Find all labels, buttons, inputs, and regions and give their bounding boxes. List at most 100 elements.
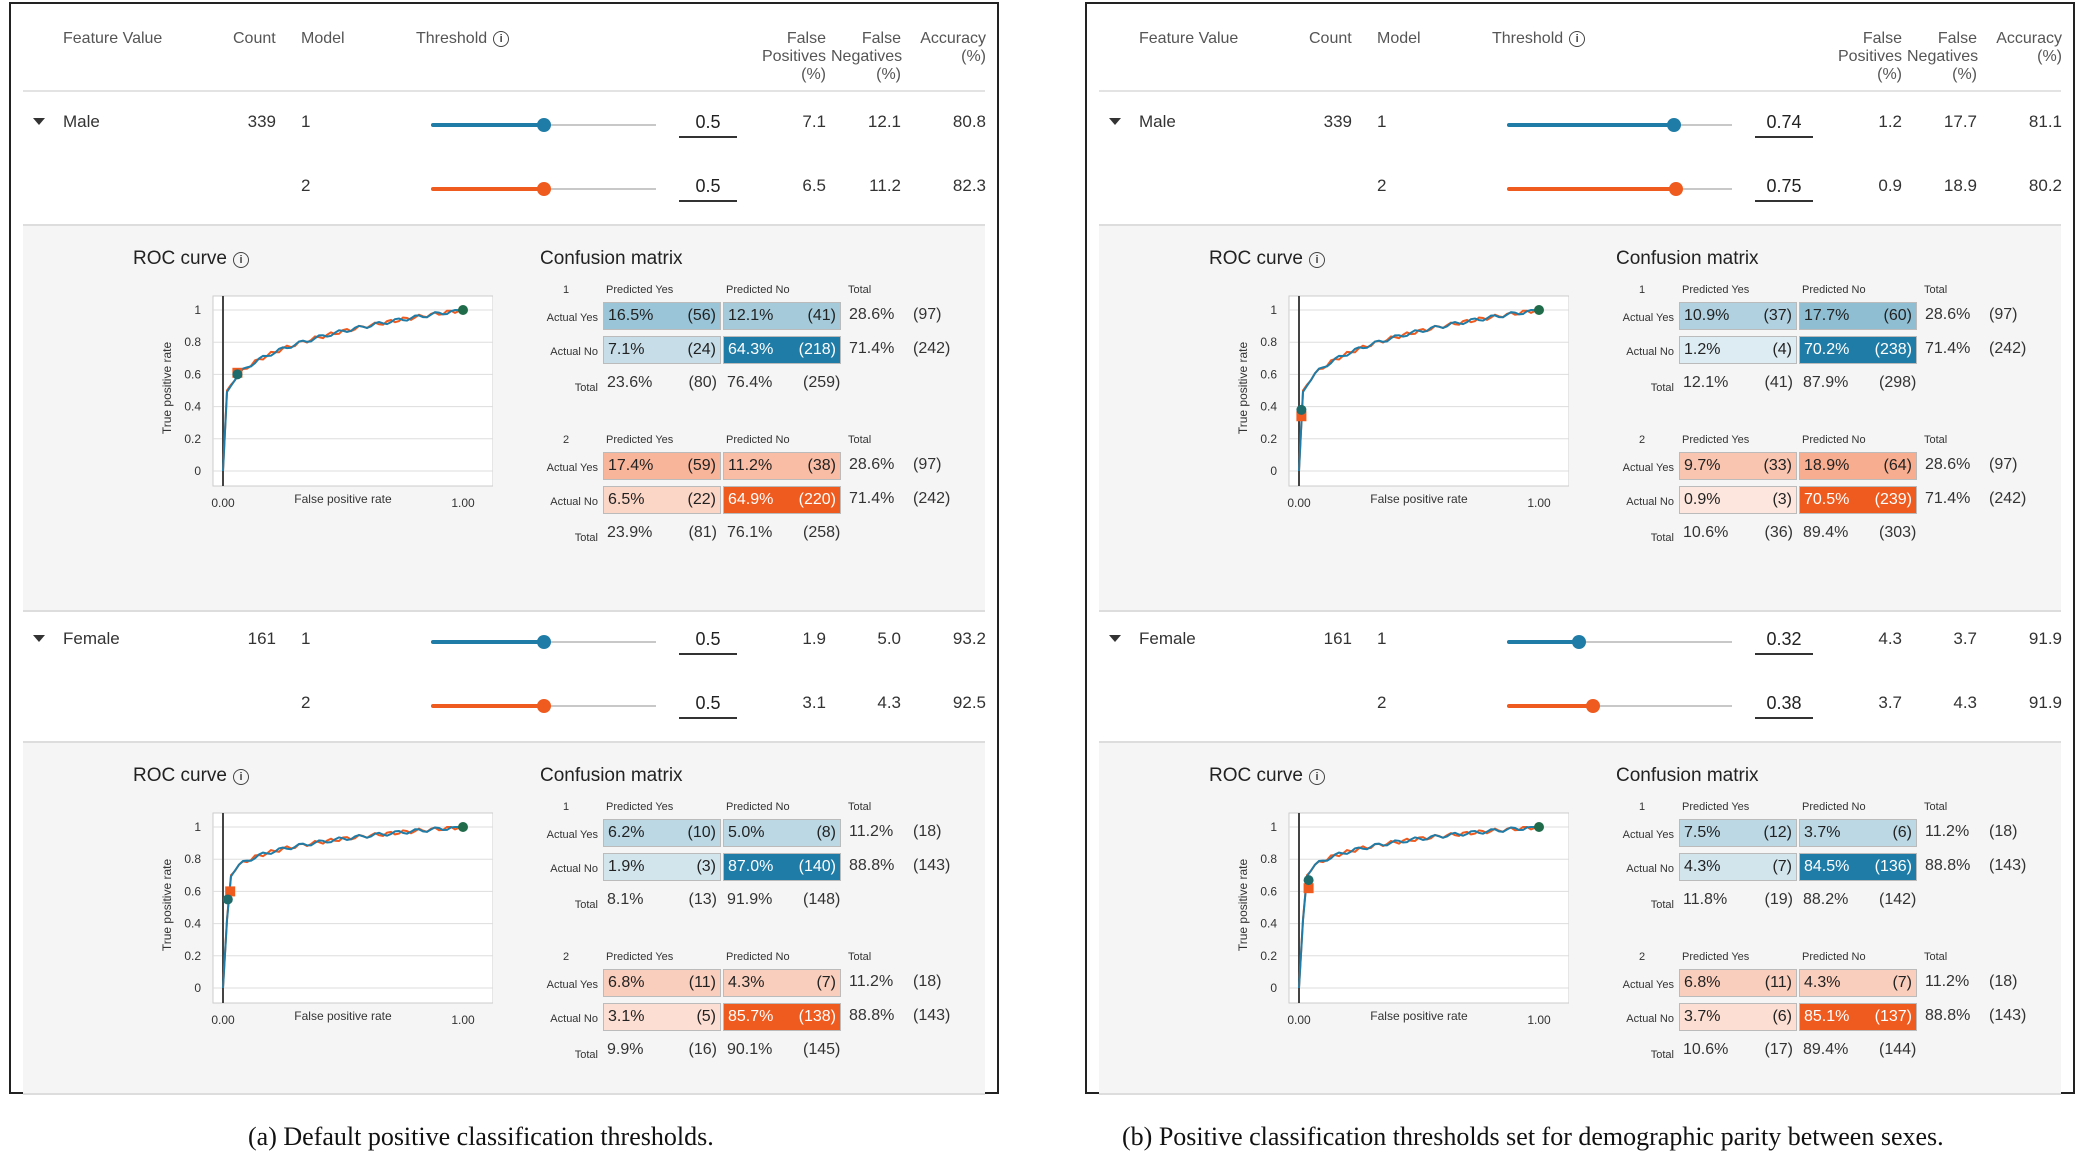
cell-count: (64) xyxy=(1883,457,1912,474)
threshold-slider[interactable] xyxy=(431,182,656,196)
slider-handle[interactable] xyxy=(1585,699,1600,713)
row-total-count: (143) xyxy=(913,1007,951,1024)
expand-caret-icon[interactable] xyxy=(1109,635,1121,642)
info-icon[interactable]: i xyxy=(232,252,249,268)
row-total-percent: 11.2% xyxy=(849,823,894,840)
roc-plot-area xyxy=(212,295,493,487)
count: 161 xyxy=(247,629,276,648)
header-acc: Accuracy (%) xyxy=(911,30,986,66)
header-threshold-label: Threshold xyxy=(416,30,488,47)
threshold-input[interactable]: 0.5 xyxy=(679,108,737,138)
roc-curve-model-1 xyxy=(1298,826,1539,989)
cell-percent: 12.1% xyxy=(728,307,774,324)
roc-title-text: ROC curve xyxy=(133,248,227,269)
col-header-predicted-yes: Predicted Yes xyxy=(606,951,674,963)
count: 161 xyxy=(1323,629,1352,648)
figure-caption: (b) Positive classification thresholds s… xyxy=(1122,1122,1944,1151)
roc-ytick-label: 1 xyxy=(1270,820,1277,834)
row-header-total: Total xyxy=(574,1049,598,1061)
col-header-predicted-no: Predicted No xyxy=(1802,801,1866,813)
info-icon[interactable]: i xyxy=(232,769,249,785)
matrix-cell: 87.0% (140) xyxy=(723,853,841,881)
info-icon[interactable]: i xyxy=(1308,252,1325,268)
slider-handle[interactable] xyxy=(1572,635,1586,649)
expand-caret-icon[interactable] xyxy=(33,635,45,642)
col-total-count: (81) xyxy=(688,524,717,541)
matrix-cell: 6.8% (11) xyxy=(1679,969,1797,997)
confusion-matrix-title: Confusion matrix xyxy=(1616,248,1759,269)
slider-handle[interactable] xyxy=(536,118,551,132)
slider-fill xyxy=(1507,704,1593,708)
slider-handle[interactable] xyxy=(536,182,551,196)
threshold-input[interactable]: 0.5 xyxy=(679,172,737,202)
info-icon[interactable]: i xyxy=(1569,31,1586,47)
slider-fill xyxy=(431,704,544,708)
roc-ytick-label: 0 xyxy=(194,981,201,995)
roc-ytick-label: 0.2 xyxy=(1260,949,1277,963)
slider-handle[interactable] xyxy=(536,635,551,649)
slider-fill xyxy=(1507,187,1676,191)
roc-ytick-label: 1 xyxy=(194,303,201,317)
col-header-predicted-yes: Predicted Yes xyxy=(606,284,674,296)
row-total-count: (97) xyxy=(1989,306,2018,323)
feature-value: Female xyxy=(63,629,120,648)
matrix-cell: 64.9% (220) xyxy=(723,486,841,514)
roc-xlabel: False positive rate xyxy=(1370,1009,1468,1023)
model-number: 1 xyxy=(301,112,311,131)
row-header-total: Total xyxy=(1650,532,1674,544)
slider-handle[interactable] xyxy=(1666,118,1681,132)
header-threshold: Threshold i xyxy=(416,30,510,48)
header-model: Model xyxy=(1377,30,1421,47)
slider-handle[interactable] xyxy=(1668,182,1683,196)
threshold-input[interactable]: 0.5 xyxy=(679,689,737,719)
row-header-actual-no: Actual No xyxy=(1626,496,1674,508)
row-total-percent: 28.6% xyxy=(849,456,895,473)
slider-handle[interactable] xyxy=(536,699,551,713)
col-total-percent: 89.4% xyxy=(1803,1041,1849,1058)
cell-percent: 10.9% xyxy=(1684,307,1730,324)
threshold-slider[interactable] xyxy=(431,699,656,713)
roc-ytick-label: 0.6 xyxy=(184,884,201,898)
matrix-cell: 84.5% (136) xyxy=(1799,853,1917,881)
col-header-predicted-yes: Predicted Yes xyxy=(1682,801,1750,813)
threshold-slider[interactable] xyxy=(431,635,656,649)
threshold-input[interactable]: 0.5 xyxy=(679,625,737,655)
threshold-slider[interactable] xyxy=(1507,182,1732,196)
cell-percent: 1.2% xyxy=(1684,341,1721,358)
threshold-input[interactable]: 0.32 xyxy=(1755,625,1813,655)
threshold-slider[interactable] xyxy=(431,118,656,132)
threshold-slider[interactable] xyxy=(1507,635,1732,649)
matrix-model-number: 2 xyxy=(1639,434,1646,446)
col-total-percent: 8.1% xyxy=(607,891,644,908)
cell-count: (7) xyxy=(1892,974,1912,991)
slider-fill xyxy=(431,123,544,127)
info-icon[interactable]: i xyxy=(1308,769,1325,785)
info-icon[interactable]: i xyxy=(493,31,510,47)
col-total-percent: 90.1% xyxy=(727,1041,773,1058)
threshold-input[interactable]: 0.38 xyxy=(1755,689,1813,719)
expand-caret-icon[interactable] xyxy=(33,118,45,125)
roc-endpoint xyxy=(1534,305,1544,315)
threshold-slider[interactable] xyxy=(1507,118,1732,132)
threshold-input[interactable]: 0.74 xyxy=(1755,108,1813,138)
false-negatives: 3.7 xyxy=(1953,629,1977,648)
row-total-percent: 88.8% xyxy=(849,1007,895,1024)
cell-count: (56) xyxy=(687,307,716,324)
threshold-input[interactable]: 0.75 xyxy=(1755,172,1813,202)
header-fn: False Negatives (%) xyxy=(1907,30,1978,84)
threshold-slider[interactable] xyxy=(1507,699,1732,713)
header-acc-line: Accuracy xyxy=(1996,30,2062,47)
roc-xtick-label: 0.00 xyxy=(1287,496,1311,510)
col-header-total: Total xyxy=(1924,951,1948,963)
col-total-percent: 10.6% xyxy=(1683,1041,1729,1058)
cell-count: (59) xyxy=(687,457,716,474)
expand-caret-icon[interactable] xyxy=(1109,118,1121,125)
model-number: 1 xyxy=(1377,629,1387,648)
col-total-percent: 89.4% xyxy=(1803,524,1849,541)
col-total-count: (303) xyxy=(1879,524,1917,541)
col-total-count: (144) xyxy=(1879,1041,1917,1058)
row-header-actual-no: Actual No xyxy=(1626,863,1674,875)
matrix-cell: 10.9% (37) xyxy=(1679,302,1797,330)
model-row: 2 0.5 6.5 11.2 82.3 xyxy=(11,158,997,218)
matrix-cell: 4.3% (7) xyxy=(723,969,841,997)
